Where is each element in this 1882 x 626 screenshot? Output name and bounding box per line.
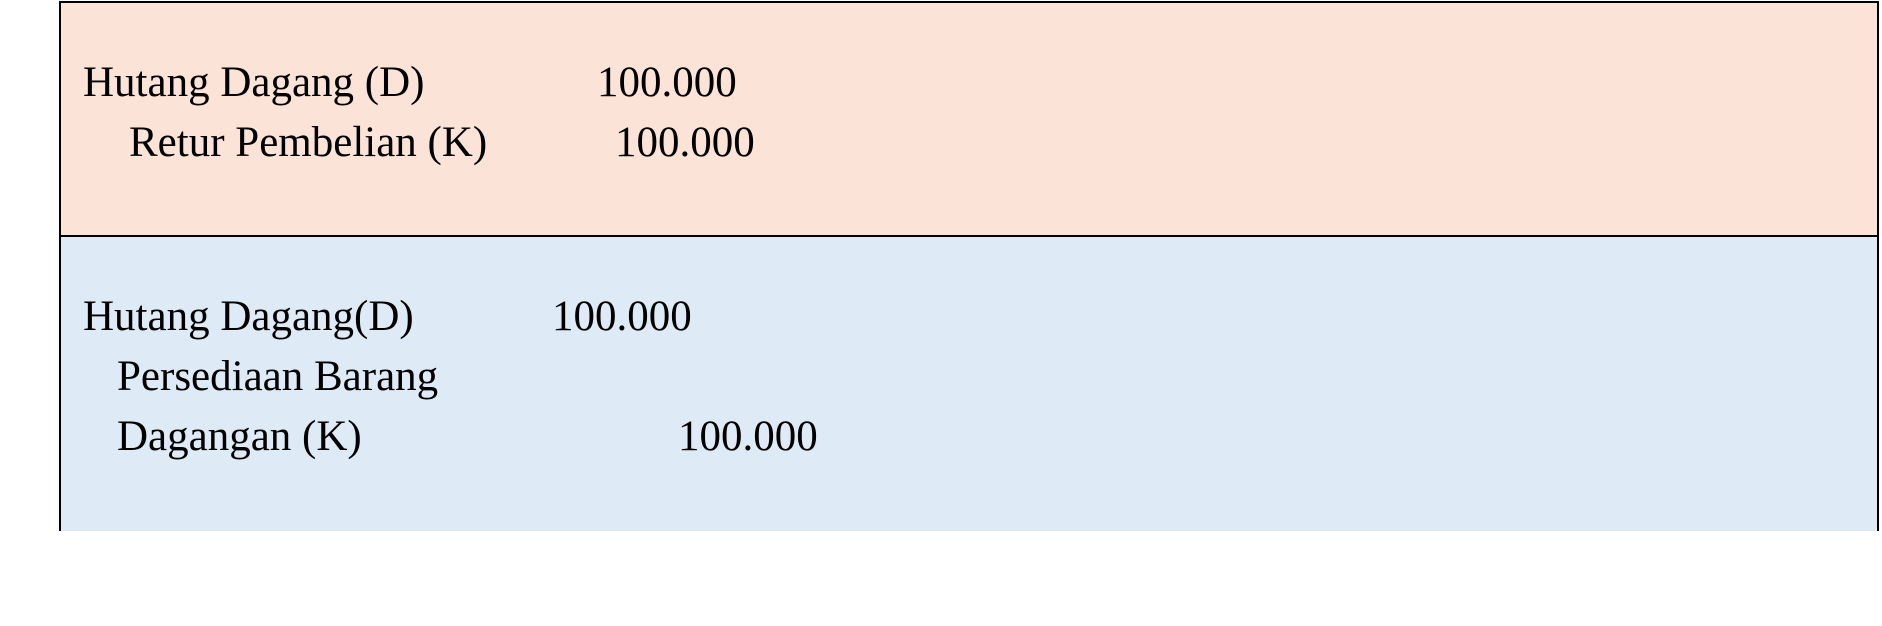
debit-amount: 100.000 — [597, 59, 737, 106]
credit-amount: 100.000 — [678, 413, 818, 460]
credit-account-label-line2: Dagangan (K) — [117, 413, 362, 460]
journal-table: Hutang Dagang (D) 100.000 Retur Pembelia… — [59, 1, 1879, 531]
debit-account-label: Hutang Dagang(D) — [83, 293, 414, 340]
journal-entry-inventory-return: Hutang Dagang(D) 100.000 Persediaan Bara… — [61, 237, 1877, 531]
credit-account-label-line1: Persediaan Barang — [117, 353, 439, 400]
credit-account-label: Retur Pembelian (K) — [129, 119, 488, 166]
debit-amount: 100.000 — [552, 293, 692, 340]
credit-amount: 100.000 — [615, 119, 755, 166]
debit-account-label: Hutang Dagang (D) — [83, 59, 425, 106]
journal-entry-purchase-return: Hutang Dagang (D) 100.000 Retur Pembelia… — [61, 3, 1877, 237]
